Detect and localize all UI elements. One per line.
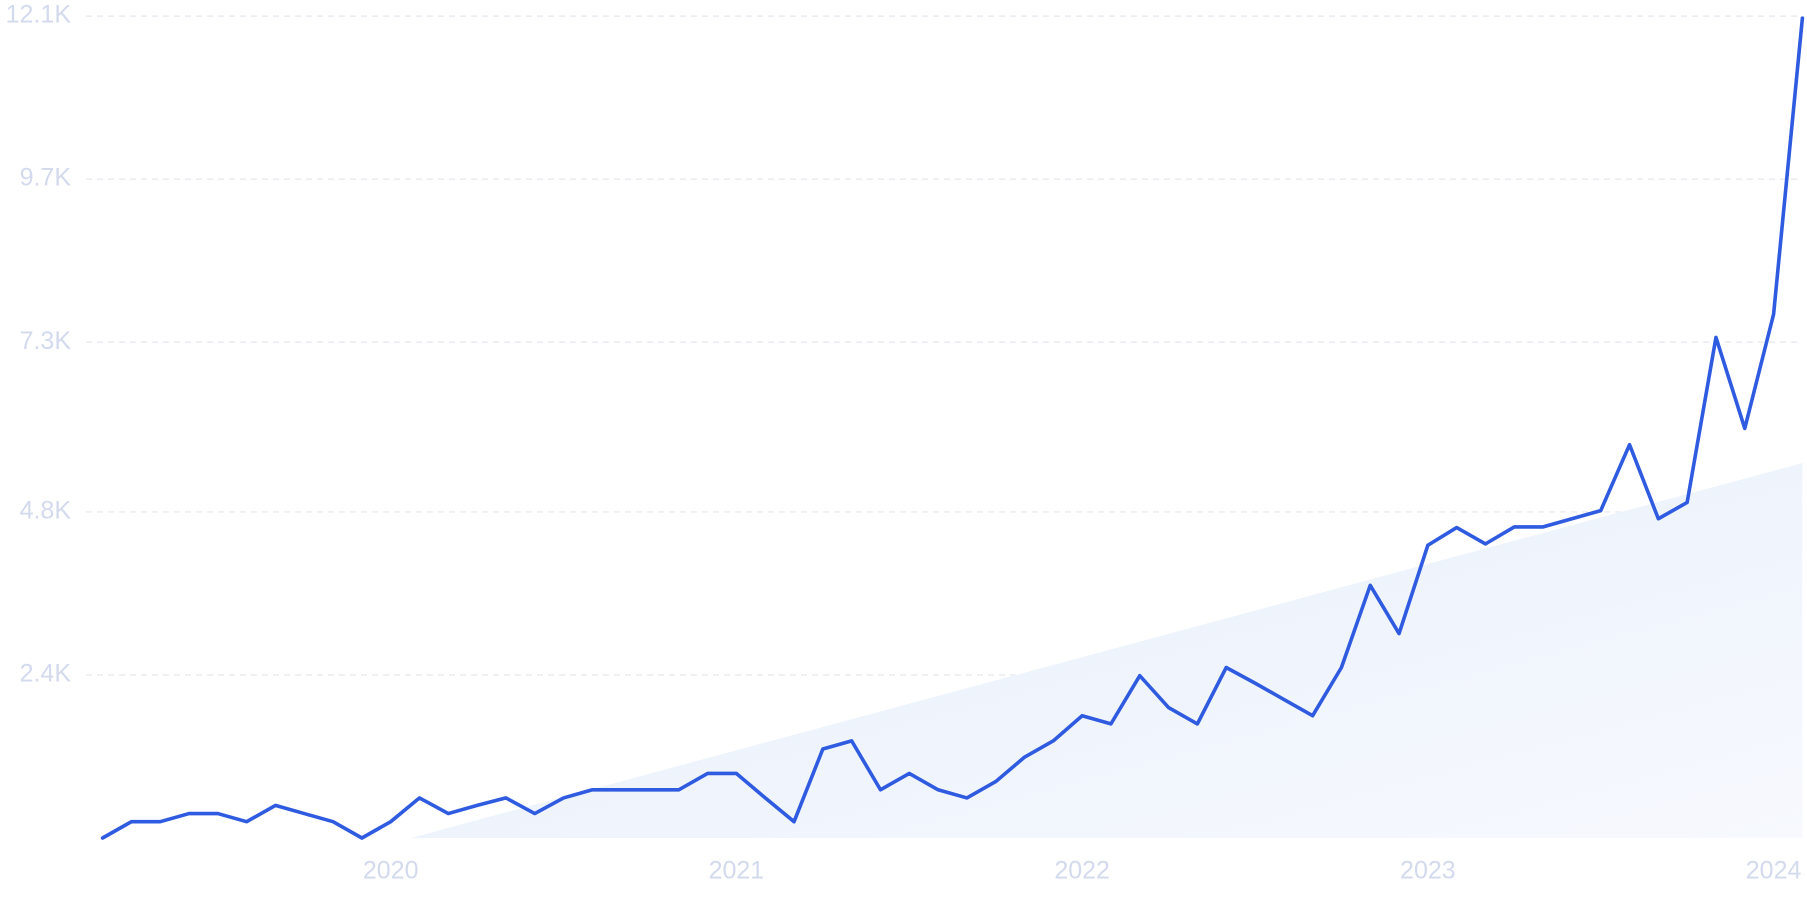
data-line — [100, 16, 1805, 840]
x-tick-label: 2024 — [1746, 857, 1802, 885]
y-tick-label: 9.7K — [20, 164, 72, 192]
y-tick-label: 2.4K — [20, 660, 72, 688]
x-tick-label: 2021 — [709, 857, 765, 885]
y-tick-label: 4.8K — [20, 497, 72, 525]
y-tick-label: 12.1K — [6, 1, 72, 29]
x-tick-label: 2022 — [1054, 857, 1110, 885]
x-tick-label: 2020 — [363, 857, 419, 885]
x-tick-label: 2023 — [1400, 857, 1456, 885]
y-tick-label: 7.3K — [20, 327, 72, 355]
trend-area — [410, 463, 1803, 838]
